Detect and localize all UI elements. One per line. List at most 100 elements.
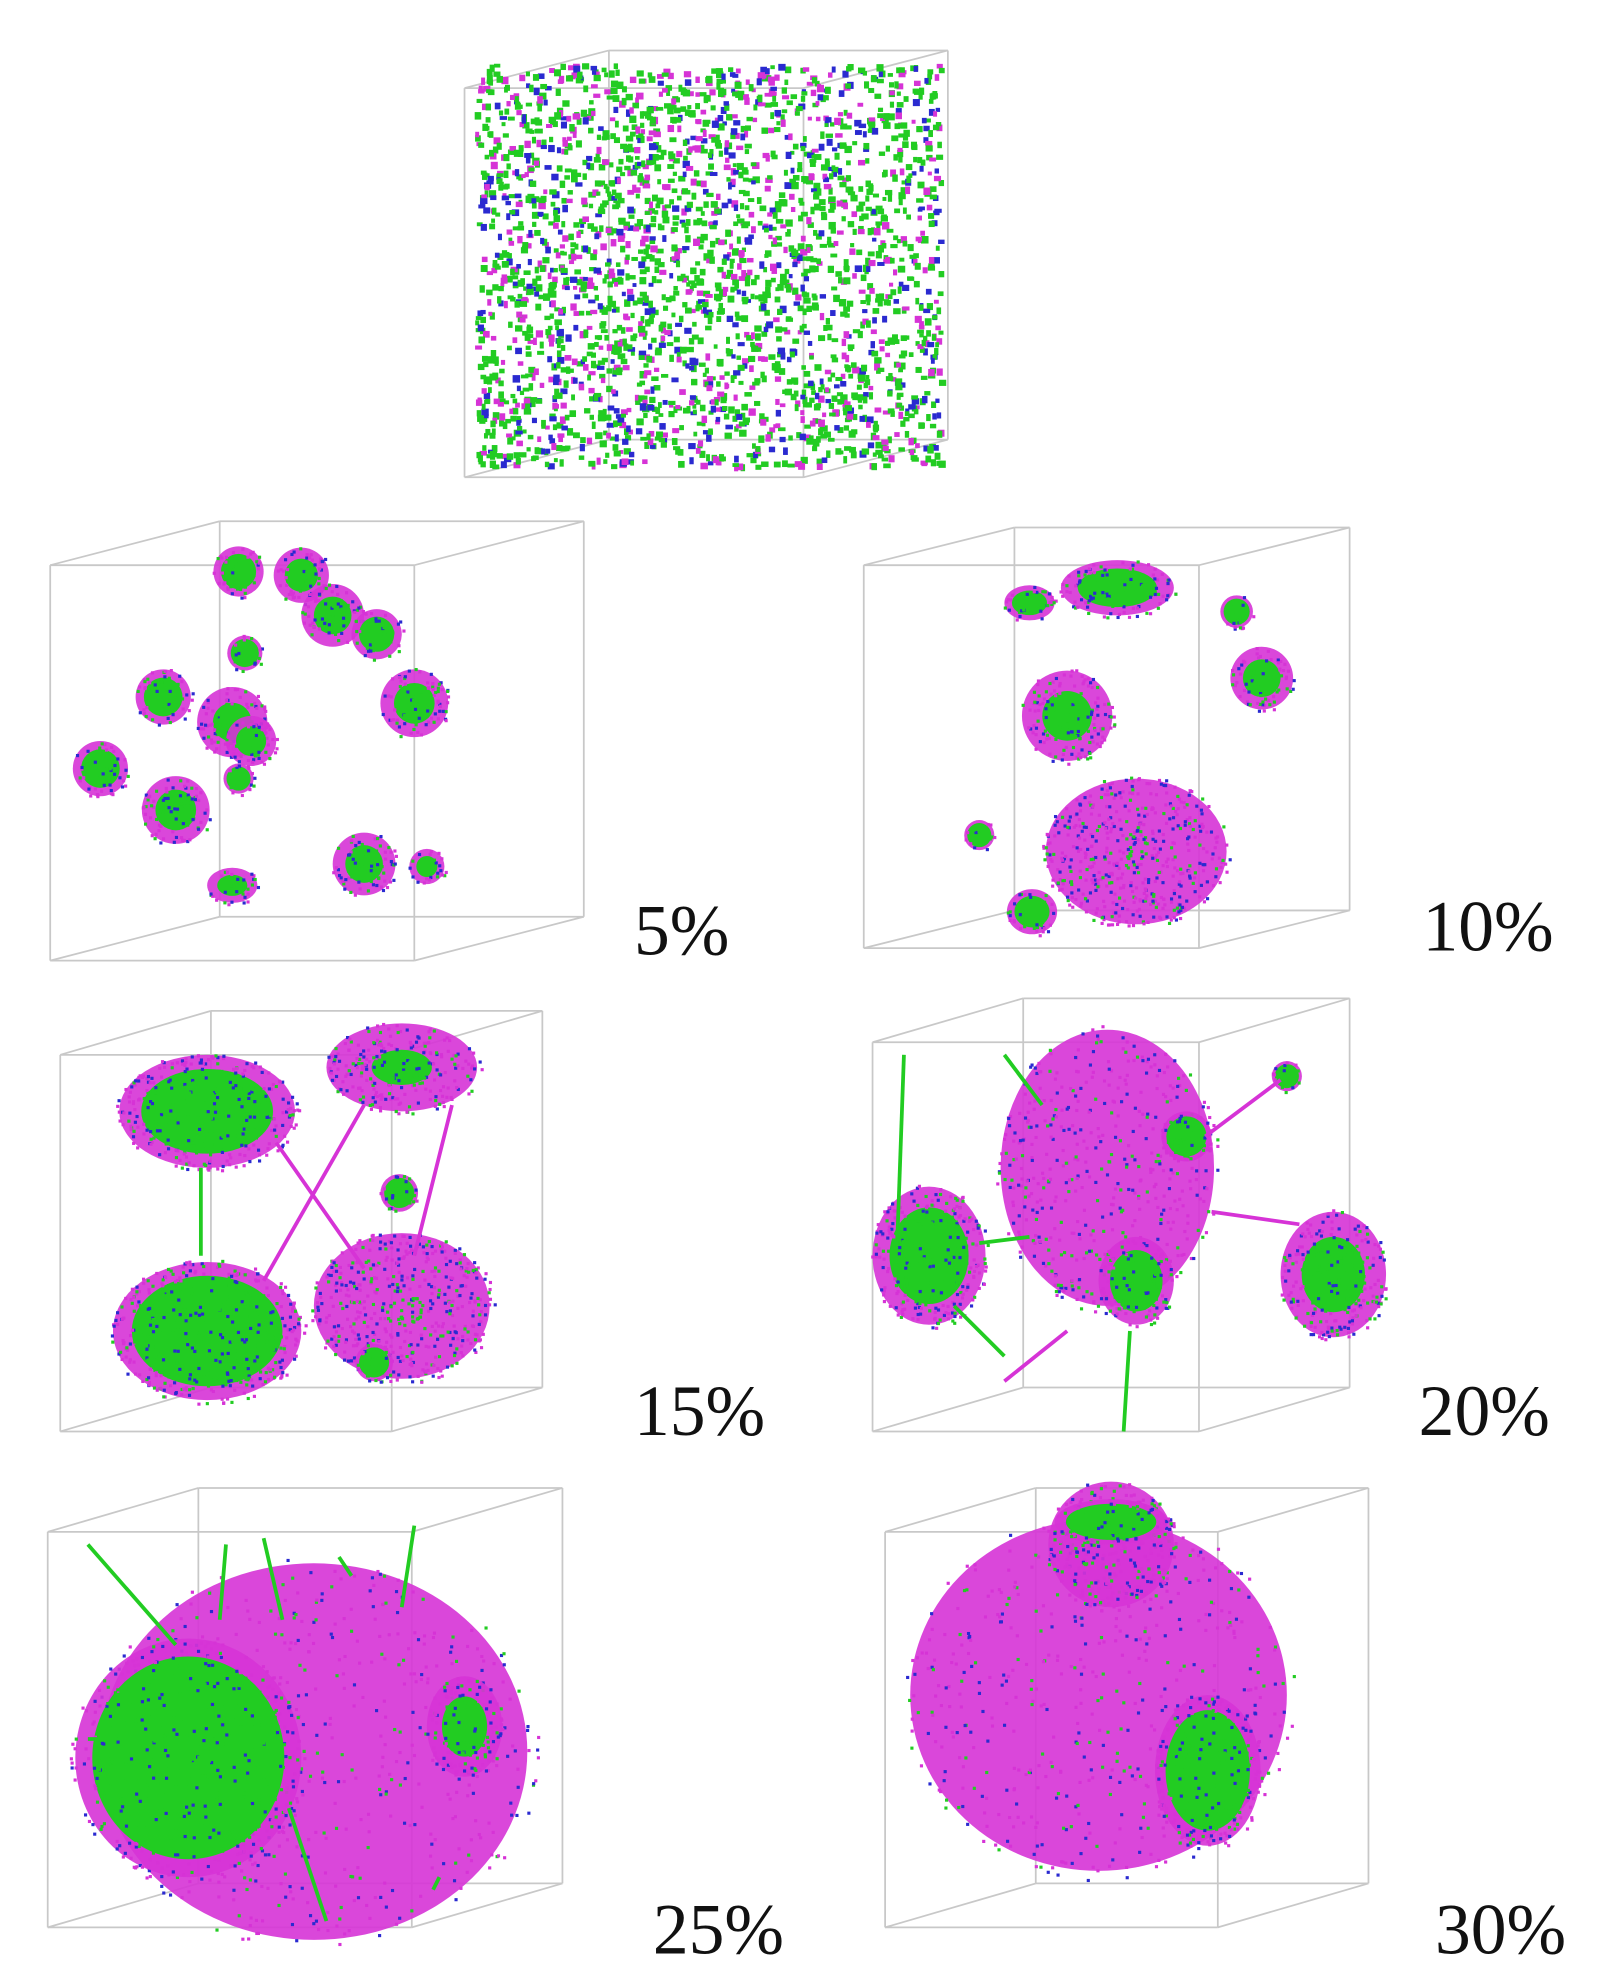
particle	[656, 155, 665, 160]
cube-edge	[1217, 1882, 1369, 1929]
particle	[216, 1132, 221, 1136]
particle	[986, 831, 990, 835]
particle	[1134, 594, 1138, 598]
particle	[236, 687, 240, 692]
particle	[407, 669, 411, 673]
particle	[729, 243, 734, 250]
particle	[254, 704, 258, 709]
particle	[796, 432, 802, 439]
particle	[673, 290, 680, 296]
particle	[900, 187, 907, 194]
particle	[734, 409, 741, 417]
particle	[559, 416, 566, 424]
particle	[495, 377, 501, 384]
particle	[236, 565, 241, 569]
particle	[1089, 833, 1093, 837]
particle	[709, 256, 715, 264]
particle	[230, 557, 234, 561]
particle	[1078, 824, 1082, 828]
particle	[649, 239, 656, 245]
particle	[1213, 846, 1217, 850]
particle	[786, 229, 791, 234]
particle	[1265, 659, 1269, 663]
particle	[452, 1053, 456, 1057]
particle	[1259, 663, 1264, 667]
particle	[98, 746, 102, 750]
particle	[191, 809, 196, 813]
particle	[550, 300, 556, 308]
particle	[512, 275, 519, 280]
particle	[879, 346, 885, 352]
particle	[843, 425, 850, 431]
particle	[850, 362, 857, 368]
particle	[570, 242, 577, 248]
particle	[250, 1090, 254, 1094]
particle	[188, 1091, 192, 1095]
particle	[245, 1127, 249, 1131]
particle	[763, 326, 769, 333]
particle	[793, 257, 801, 264]
particle	[1131, 779, 1135, 783]
particle	[228, 1163, 232, 1167]
particle	[1126, 847, 1130, 852]
particle	[734, 426, 739, 432]
particle	[155, 817, 159, 822]
particle	[617, 235, 625, 242]
particle	[1103, 793, 1107, 797]
particle	[387, 846, 391, 850]
particle	[744, 149, 750, 155]
particle	[938, 239, 945, 244]
particle	[217, 883, 222, 887]
particle	[1034, 733, 1038, 737]
particle	[1168, 817, 1172, 821]
particle	[921, 339, 926, 347]
particle	[610, 87, 618, 95]
particle	[751, 279, 757, 286]
particle	[816, 84, 824, 93]
particle	[648, 343, 653, 350]
particle	[1091, 881, 1095, 885]
particle	[818, 143, 825, 151]
particle	[180, 836, 184, 840]
particle	[750, 162, 757, 167]
particle	[516, 420, 521, 426]
particle	[597, 360, 606, 365]
particle	[713, 220, 718, 226]
particle	[575, 140, 582, 148]
particle	[142, 1122, 146, 1126]
particle	[1094, 911, 1098, 915]
particle	[153, 1091, 157, 1095]
particle	[881, 439, 889, 445]
particle	[191, 1081, 196, 1085]
particle	[884, 340, 891, 346]
particle	[588, 203, 594, 209]
particle	[505, 418, 511, 424]
particle	[812, 266, 819, 273]
particle	[1079, 598, 1084, 602]
particle	[1165, 864, 1169, 869]
particle	[778, 368, 786, 375]
particle	[86, 749, 90, 753]
particle	[622, 365, 630, 371]
particle	[486, 68, 493, 76]
particle	[671, 188, 678, 194]
particle	[161, 837, 166, 841]
particle	[204, 712, 208, 716]
particle	[733, 221, 739, 227]
particle	[240, 1143, 244, 1147]
particle	[1068, 590, 1072, 595]
particle	[260, 1092, 264, 1097]
particle	[233, 577, 237, 581]
particle	[751, 180, 756, 185]
particle	[1128, 852, 1132, 856]
particle	[206, 698, 210, 702]
particle	[673, 336, 680, 343]
particle	[914, 262, 921, 270]
particle	[1047, 705, 1051, 709]
particle	[1062, 748, 1066, 752]
particle	[470, 1064, 475, 1068]
particle	[524, 172, 529, 178]
particle	[516, 385, 521, 392]
particle	[694, 145, 702, 153]
particle	[718, 150, 723, 157]
